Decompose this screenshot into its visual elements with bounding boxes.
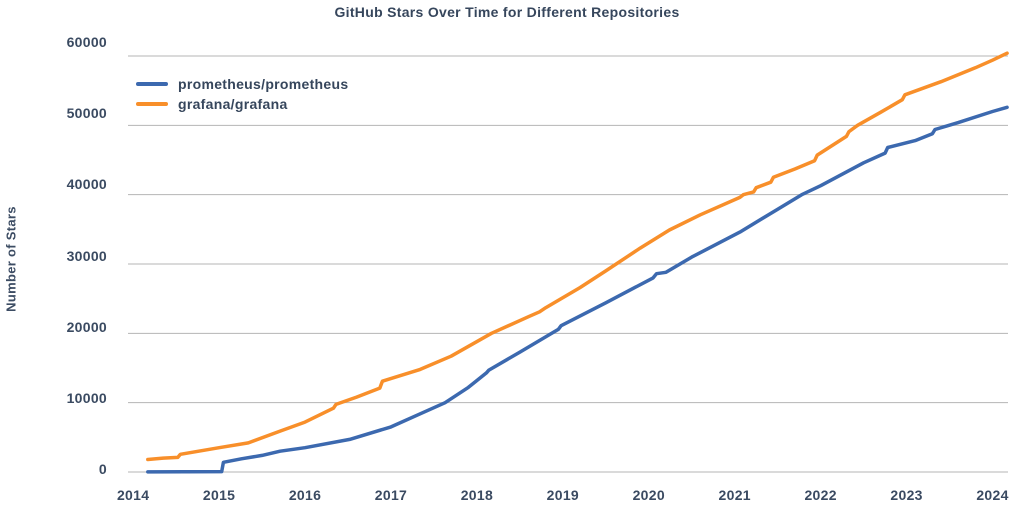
x-tick-label: 2021: [718, 487, 751, 503]
x-tick-label: 2017: [374, 487, 408, 503]
x-tick-label: 2023: [890, 487, 923, 503]
x-tick-label: 2022: [804, 487, 837, 503]
prometheus-line: [146, 105, 1009, 474]
x-tick-label: 2020: [632, 487, 665, 503]
y-tick-label: 50000: [66, 105, 107, 122]
x-tick-label: 2019: [546, 487, 580, 503]
legend-label-grafana: grafana/grafana: [178, 96, 288, 112]
legend-item-grafana: grafana/grafana: [136, 94, 348, 114]
x-tick-label: 2018: [460, 487, 494, 503]
x-tick-label: 2016: [288, 487, 322, 503]
legend-item-prometheus: prometheus/prometheus: [136, 74, 348, 94]
grafana-line: [146, 51, 1009, 462]
y-tick-label: 30000: [66, 247, 107, 264]
legend: prometheus/prometheus grafana/grafana: [136, 74, 348, 114]
chart-title: GitHub Stars Over Time for Different Rep…: [334, 4, 680, 20]
y-tick-label: 40000: [66, 176, 107, 193]
y-tick-label: 60000: [66, 34, 107, 50]
y-tick-label: 20000: [66, 318, 107, 335]
x-tick-label: 2024: [976, 487, 1009, 503]
prometheus-line-swatch: [136, 82, 168, 86]
legend-label-prometheus: prometheus/prometheus: [178, 76, 349, 92]
x-tick-label: 2015: [202, 487, 236, 503]
x-tick-label: 2014: [116, 487, 150, 503]
y-tick-label: 0: [98, 461, 107, 477]
grafana-line-swatch: [136, 102, 168, 106]
y-tick-label: 10000: [66, 389, 107, 406]
